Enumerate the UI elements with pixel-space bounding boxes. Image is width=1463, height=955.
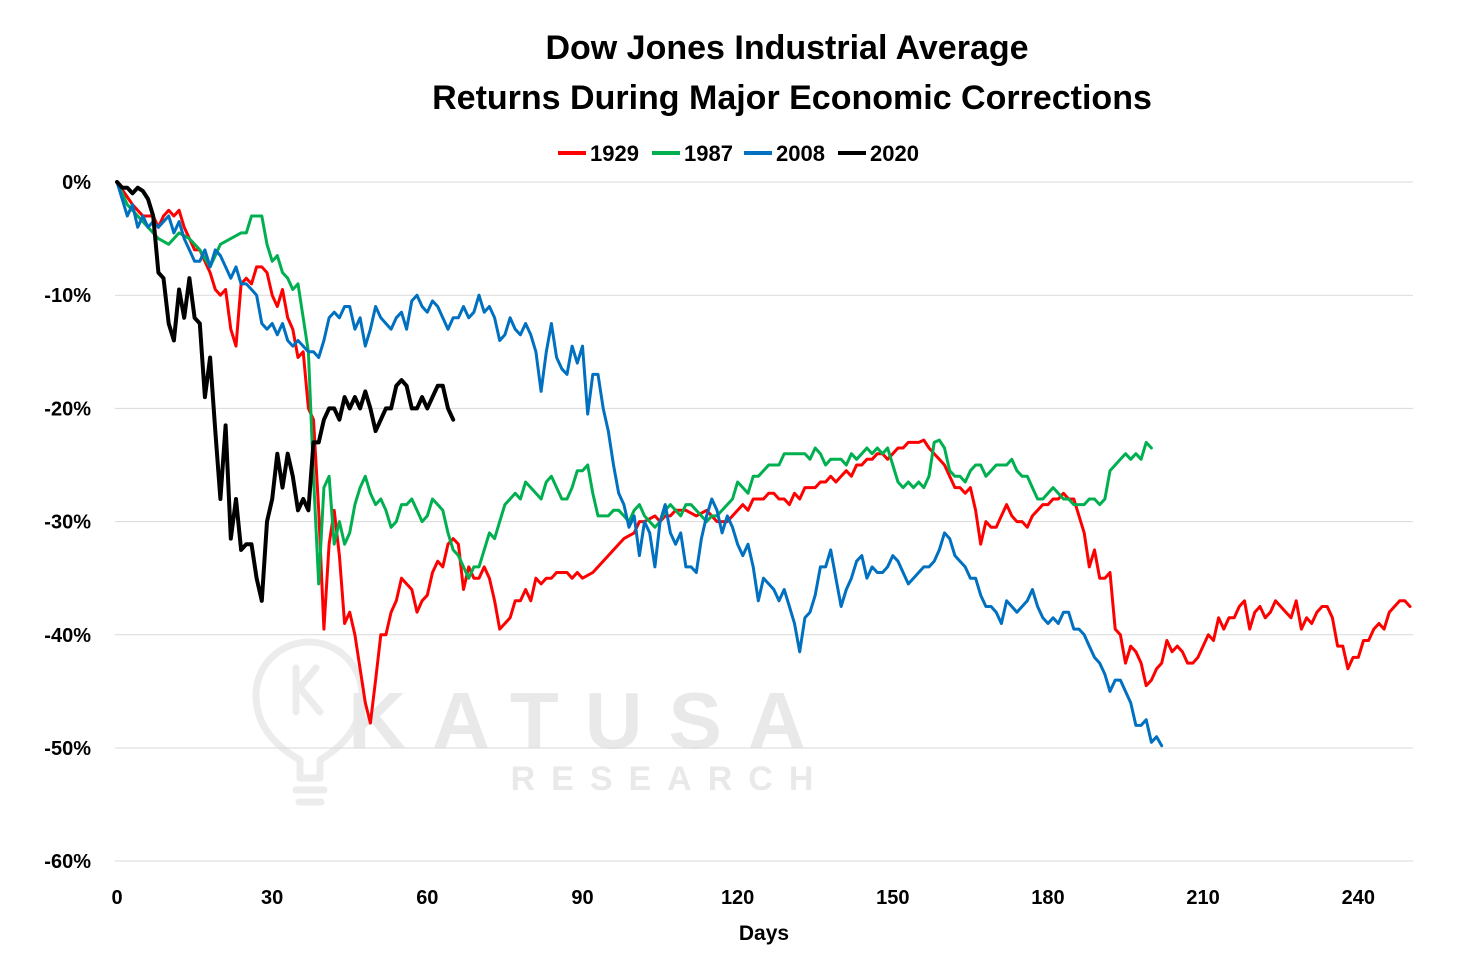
lightbulb-icon — [252, 638, 366, 806]
x-tick-label: 0 — [111, 887, 122, 909]
legend-item-2020: 2020 — [838, 141, 919, 166]
legend-label-2008: 2008 — [776, 141, 825, 166]
y-tick-label: -50% — [44, 738, 91, 760]
x-tick-label: 180 — [1031, 887, 1064, 909]
y-tick-label: -30% — [44, 512, 91, 534]
x-tick-label: 240 — [1342, 887, 1375, 909]
series-line-1929 — [115, 180, 1412, 725]
y-tick-label: -60% — [44, 851, 91, 873]
legend-item-1987: 1987 — [652, 141, 733, 166]
legend-label-1929: 1929 — [590, 141, 639, 166]
legend-item-1929: 1929 — [558, 141, 639, 166]
watermark: KATUSA RESEARCH — [252, 638, 831, 806]
legend: 1929 1987 2008 2020 — [558, 141, 919, 166]
x-tick-label: 30 — [261, 887, 283, 909]
x-tick-label: 210 — [1186, 887, 1219, 909]
x-axis-title: Days — [739, 922, 789, 945]
legend-item-2008: 2008 — [744, 141, 825, 166]
y-tick-label: -40% — [44, 625, 91, 647]
y-tick-label: 0% — [62, 172, 91, 194]
legend-label-2020: 2020 — [870, 141, 919, 166]
series-lines — [115, 180, 1412, 748]
x-tick-label: 90 — [571, 887, 593, 909]
watermark-brand: KATUSA — [348, 676, 831, 765]
x-tick-label: 150 — [876, 887, 909, 909]
y-tick-label: -10% — [44, 285, 91, 307]
watermark-tagline: RESEARCH — [511, 760, 830, 798]
x-tick-label: 60 — [416, 887, 438, 909]
series-line-2008 — [115, 180, 1164, 748]
chart-title: Dow Jones Industrial Average — [545, 29, 1028, 67]
x-tick-label: 120 — [721, 887, 754, 909]
gridlines — [115, 181, 1413, 749]
y-tick-label: -20% — [44, 398, 91, 420]
series-line-2020 — [115, 180, 456, 603]
legend-label-1987: 1987 — [684, 141, 733, 166]
x-axis-ticks: 0 30 60 90 120 150 180 210 240 — [111, 887, 1375, 909]
chart-subtitle: Returns During Major Economic Correction… — [432, 79, 1152, 117]
y-axis-ticks: 0% -10% -20% -30% -40% -50% -60% — [44, 172, 91, 873]
